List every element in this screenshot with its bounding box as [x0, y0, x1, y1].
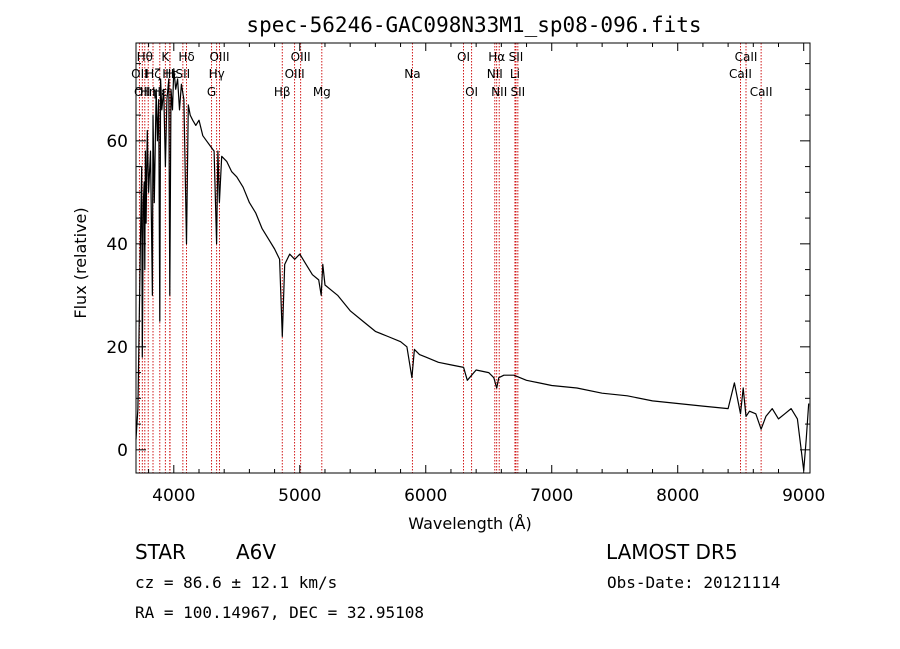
observation-date: Obs-Date: 20121114 [607, 573, 781, 592]
line-marker-label-16: OIII [291, 50, 311, 64]
line-marker-label-13: OIII [209, 50, 229, 64]
line-marker-label-19: OI [457, 50, 470, 64]
line-marker-label-9: SII [176, 67, 191, 81]
x-tick-label-1: 5000 [278, 486, 321, 506]
line-marker-label-11: G [207, 85, 216, 99]
spectrum-series-line [135, 68, 810, 471]
line-marker-label-3: Hη [140, 85, 157, 99]
chart-title: spec-56246-GAC098N33M1_sp08-096.fits [246, 13, 701, 37]
line-marker-label-17: Mg [313, 85, 331, 99]
spectral-subclass: A6V [236, 540, 277, 564]
x-tick-label-3: 7000 [530, 486, 573, 506]
line-marker-label-26: SII [510, 85, 525, 99]
y-tick-label-1: 20 [106, 338, 128, 358]
line-marker-label-27: CaII [729, 67, 752, 81]
line-marker-label-15: OIII [285, 67, 305, 81]
x-tick-label-5: 9000 [782, 486, 825, 506]
y-tick-label-3: 60 [106, 132, 128, 152]
y-tick-label-2: 40 [106, 235, 128, 255]
line-marker-label-0: OII [131, 67, 148, 81]
line-marker-label-12: Hγ [209, 67, 225, 81]
line-marker-label-25: SII [509, 50, 524, 64]
plot-frame [135, 42, 811, 474]
y-tick-label-0: 0 [117, 441, 128, 461]
line-marker-label-23: NII [491, 85, 507, 99]
line-marker-label-2: Hθ [137, 50, 153, 64]
line-marker-label-28: CaII [735, 50, 758, 64]
line-marker-label-21: NII [487, 67, 503, 81]
line-markers [138, 43, 762, 473]
survey-name: LAMOST DR5 [606, 540, 738, 564]
x-tick-label-0: 4000 [152, 486, 195, 506]
line-marker-label-22: Hα [488, 50, 505, 64]
line-marker-label-6: K [161, 50, 170, 64]
line-marker-label-20: OI [465, 85, 478, 99]
x-axis-label: Wavelength (Å) [408, 514, 531, 533]
line-marker-label-4: Hζ [145, 67, 161, 81]
line-marker-label-18: Na [404, 67, 420, 81]
y-axis-ticks: 0 20 40 60 [106, 63, 810, 461]
line-marker-label-1: OII [134, 85, 151, 99]
y-axis-label: Flux (relative) [71, 207, 90, 318]
line-marker-label-14: Hβ [274, 85, 291, 99]
coordinates: RA = 100.14967, DEC = 32.95108 [135, 603, 424, 622]
line-marker-label-29: CaII [750, 85, 773, 99]
redshift-value: cz = 86.6 ± 12.1 km/s [135, 573, 338, 592]
x-tick-label-4: 8000 [656, 486, 699, 506]
line-marker-label-10: Hδ [178, 50, 194, 64]
x-axis-ticks: 4000 5000 6000 7000 8000 9000 [148, 43, 825, 506]
object-class: STAR [135, 540, 186, 564]
line-marker-label-24: Li [510, 67, 520, 81]
line-marker-label-5: Hε [152, 85, 168, 99]
x-tick-label-2: 6000 [404, 486, 447, 506]
line-marker-labels: OIIOIIHθHηHζHεKHHεSIIHδGHγOIIIHβOIIIOIII… [131, 50, 772, 99]
line-marker-label-7: H [165, 67, 174, 81]
